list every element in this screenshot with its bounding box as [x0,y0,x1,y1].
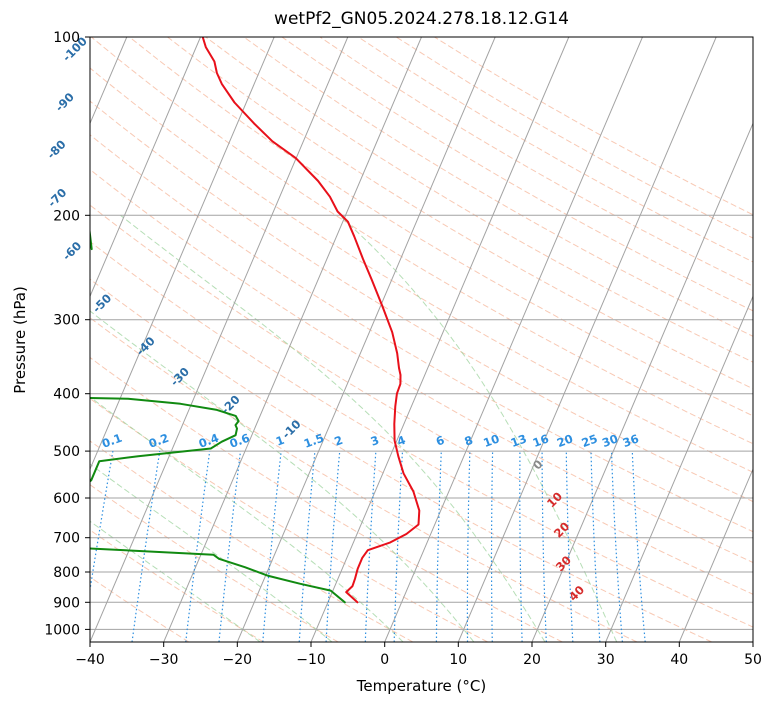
mixing-ratio-line [436,451,441,642]
y-tick-label: 400 [53,387,80,403]
mixing-ratio-label: 6 [434,433,446,449]
mixing-ratio-label: 3 [369,433,381,449]
y-tick-label: 1000 [44,622,80,638]
mixing-ratio-label: 0.1 [100,431,124,451]
dry-adiabat [0,37,562,642]
background-lines [0,37,775,642]
x-tick-label: 0 [380,652,389,668]
potential-temperature-label: -80 [44,137,69,162]
potential-temperature-label: -40 [133,334,158,359]
potential-temperature-label: -60 [60,239,85,264]
isotherm [679,37,775,642]
dry-adiabat [0,37,488,642]
mixing-ratio-line [591,451,600,642]
x-tick-label: −10 [296,652,326,668]
mixing-ratio-label: 10 [481,431,501,450]
dry-adiabat [358,37,775,642]
dry-adiabat [91,37,775,642]
dry-adiabat [0,37,338,642]
dry-adiabat [282,37,775,642]
mixing-ratio-label: 30 [600,431,620,450]
mixing-ratio-line [467,451,470,642]
x-tick-label: 50 [744,652,762,668]
x-tick-label: 10 [449,652,467,668]
x-tick-label: 40 [670,652,688,668]
mixing-ratio-label: 2 [332,433,344,449]
moist-adiabat [339,215,616,642]
mixing-ratio-label: 13 [509,431,529,450]
isotherm [532,37,775,642]
potential-temperature-label: -90 [52,90,77,115]
mixing-ratio-line [492,451,493,642]
mixing-ratio-line [82,451,113,642]
dry-adiabat [244,37,775,642]
y-axis-label: Pressure (hPa) [11,286,29,394]
dry-adiabat [0,37,413,642]
mixing-ratio-line [520,451,522,642]
x-tick-label: −20 [223,652,253,668]
mixing-ratio-line [132,451,160,642]
dry-adiabat [206,37,775,642]
plot-frame [90,37,753,642]
mixing-ratio-line [186,451,210,642]
dry-adiabat [0,37,775,642]
mixing-ratio-label: 16 [531,431,551,450]
chart-title: wetPf2_GN05.2024.278.18.12.G14 [90,9,753,29]
y-tick-label: 100 [53,30,80,46]
isotherm [458,37,716,642]
y-tick-label: 800 [53,565,80,581]
isotherm [753,37,775,642]
potential-temperature-label: -30 [167,364,192,389]
mixing-ratio-label: 20 [555,431,575,450]
mixing-ratio-line [219,451,241,642]
dry-adiabat [0,37,637,642]
x-axis-label: Temperature (°C) [90,677,753,695]
y-tick-label: 600 [53,491,80,507]
mixing-ratio-label: 0.6 [228,431,252,451]
mixing-ratio-line [365,451,376,642]
isotherm [311,37,569,642]
x-tick-label: −30 [149,652,179,668]
y-tick-label: 500 [53,444,80,460]
dry-adiabat [0,37,775,642]
equivalent-potential-temperature-label: 40 [566,583,587,604]
equivalent-potential-temperature-label: 30 [553,553,574,574]
dry-adiabat [0,37,775,642]
equivalent-potential-temperature-label: 10 [544,489,565,510]
mixing-ratio-label: 0.2 [147,431,171,451]
y-tick-label: 700 [53,531,80,547]
y-tick-label: 300 [53,313,80,329]
isotherm [606,37,775,642]
dry-adiabat [0,37,775,642]
mixing-ratio-line [612,451,623,642]
x-tick-label: 30 [597,652,615,668]
mixing-ratio-label: 36 [621,431,641,450]
x-tick-label: 20 [523,652,541,668]
mixing-ratio-label: 1.5 [302,431,326,451]
isotherm [385,37,643,642]
x-tick-label: −40 [75,652,105,668]
dry-adiabat [0,37,712,642]
mixing-ratio-label: 25 [580,431,600,450]
potential-temperature-label: -70 [45,185,70,210]
mixing-ratio-line [566,451,573,642]
isotherm [0,37,201,642]
y-tick-label: 200 [53,208,80,224]
dry-adiabat [434,37,775,642]
moist-adiabat [0,215,260,642]
y-tick-label: 900 [53,595,80,611]
